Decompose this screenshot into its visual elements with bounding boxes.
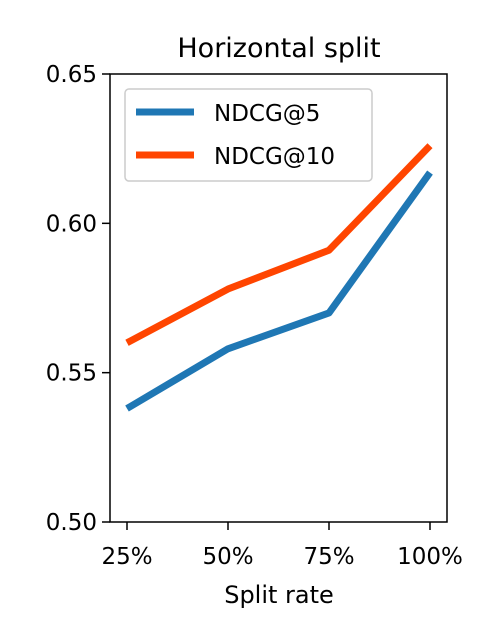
- chart-title: Horizontal split: [177, 33, 380, 64]
- x-axis: 25% 50% 75% 100%: [101, 522, 463, 570]
- series-layer: [125, 143, 433, 412]
- series-line-1: [125, 143, 433, 346]
- y-tick-label: 0.55: [46, 361, 97, 387]
- legend: NDCG@5 NDCG@10: [124, 88, 373, 182]
- y-axis: 0.50 0.55 0.60 0.65: [46, 62, 110, 536]
- x-axis-label: Split rate: [224, 581, 334, 609]
- x-tick-label: 50%: [202, 544, 253, 570]
- x-tick-label: 25%: [101, 544, 152, 570]
- legend-label: NDCG@5: [214, 101, 320, 127]
- plot-frame: [109, 73, 448, 523]
- series-line-0: [125, 170, 433, 412]
- y-tick-label: 0.60: [46, 211, 97, 237]
- y-tick-label: 0.50: [46, 510, 97, 536]
- x-tick-label: 100%: [397, 544, 463, 570]
- y-tick-label: 0.65: [46, 62, 97, 88]
- legend-label: NDCG@10: [214, 144, 335, 170]
- x-tick-label: 75%: [303, 544, 354, 570]
